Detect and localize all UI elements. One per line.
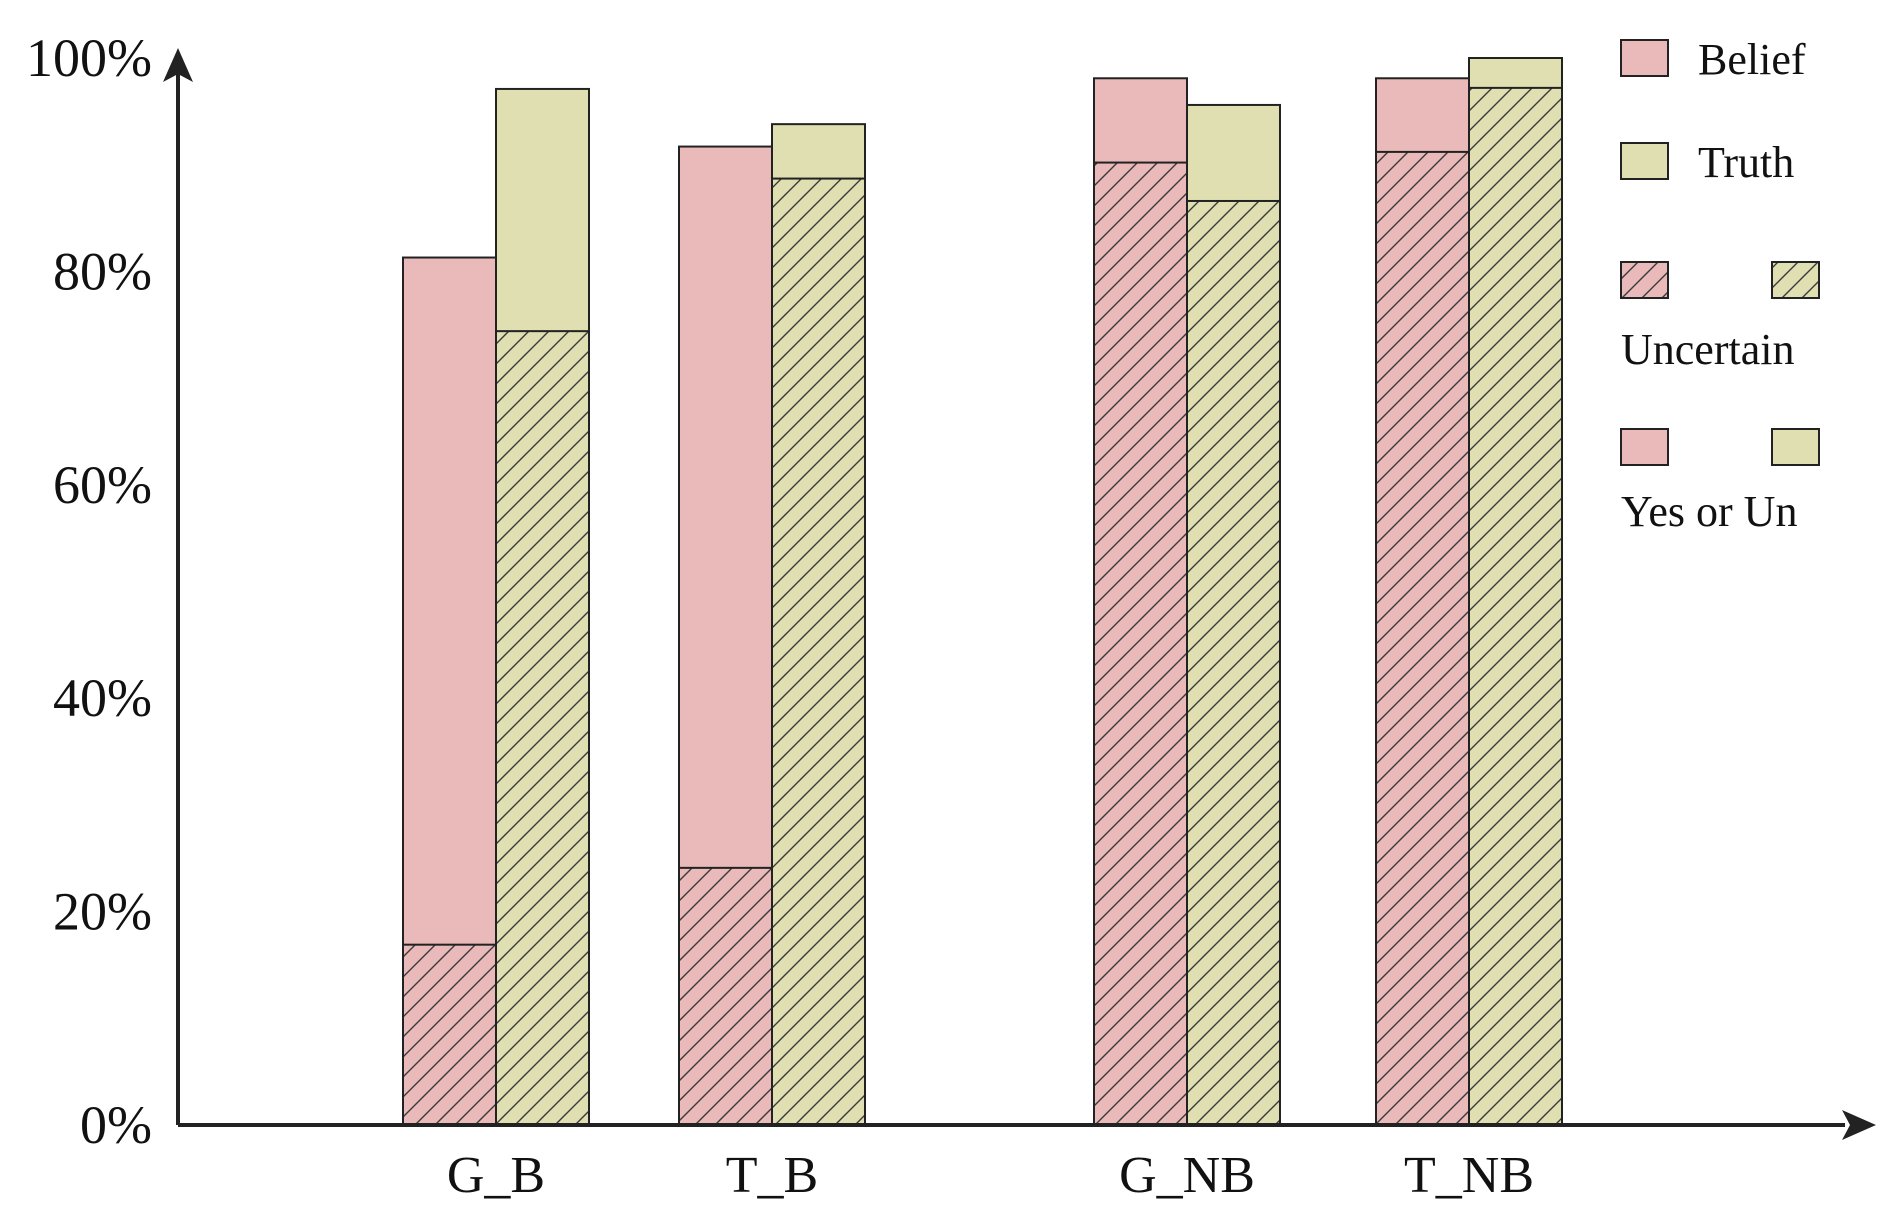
legend-yes-or-un-truth-swatch: [1771, 428, 1820, 466]
legend-uncertain-belief-swatch: [1620, 261, 1669, 299]
x-tick-label-g-nb: G_NB: [1119, 1147, 1255, 1204]
legend-uncertain-label: Uncertain: [1621, 325, 1794, 374]
bars-layer: [402, 57, 1563, 1127]
bar-truth-uncertain-g-nb: [1186, 199, 1281, 1126]
y-tick-label-3: 60%: [53, 455, 152, 515]
x-axis-arrow-icon: [1842, 1110, 1876, 1140]
y-tick-label-2: 40%: [53, 668, 152, 728]
legend-belief-swatch: [1620, 39, 1669, 77]
y-tick-label-1: 20%: [53, 882, 152, 942]
x-tick-label-g-b: G_B: [447, 1147, 545, 1204]
bar-belief-uncertain-t-nb: [1375, 150, 1470, 1126]
bar-belief-uncertain-t-b: [678, 866, 773, 1127]
x-tick-label-t-nb: T_NB: [1404, 1147, 1534, 1204]
legend-truth-swatch: [1620, 142, 1669, 180]
legend-uncertain-truth-swatch: [1771, 261, 1820, 299]
y-tick-label-4: 80%: [53, 241, 152, 301]
x-category-labels: G_B T_B G_NB T_NB: [447, 1147, 1534, 1204]
legend-yes-or-un-belief-swatch: [1620, 428, 1669, 466]
legend-yes-or-un-label: Yes or Un: [1621, 487, 1797, 536]
bar-belief-uncertain-g-nb: [1093, 161, 1188, 1127]
y-axis-arrow-icon: [163, 48, 193, 82]
bar-belief-uncertain-g-b: [402, 943, 497, 1126]
bar-truth-uncertain-t-b: [771, 177, 866, 1127]
x-tick-label-t-b: T_B: [726, 1147, 818, 1204]
legend-truth-label: Truth: [1698, 138, 1794, 187]
legend: Belief Truth Uncertain Yes or Un: [1620, 35, 1820, 536]
bar-truth-uncertain-g-b: [495, 330, 590, 1127]
y-tick-labels: 0% 20% 40% 60% 80% 100%: [26, 28, 152, 1155]
y-tick-label-5: 100%: [26, 28, 152, 88]
legend-belief-label: Belief: [1698, 35, 1806, 84]
y-tick-label-0: 0%: [80, 1095, 152, 1155]
bar-truth-uncertain-t-nb: [1468, 86, 1563, 1127]
